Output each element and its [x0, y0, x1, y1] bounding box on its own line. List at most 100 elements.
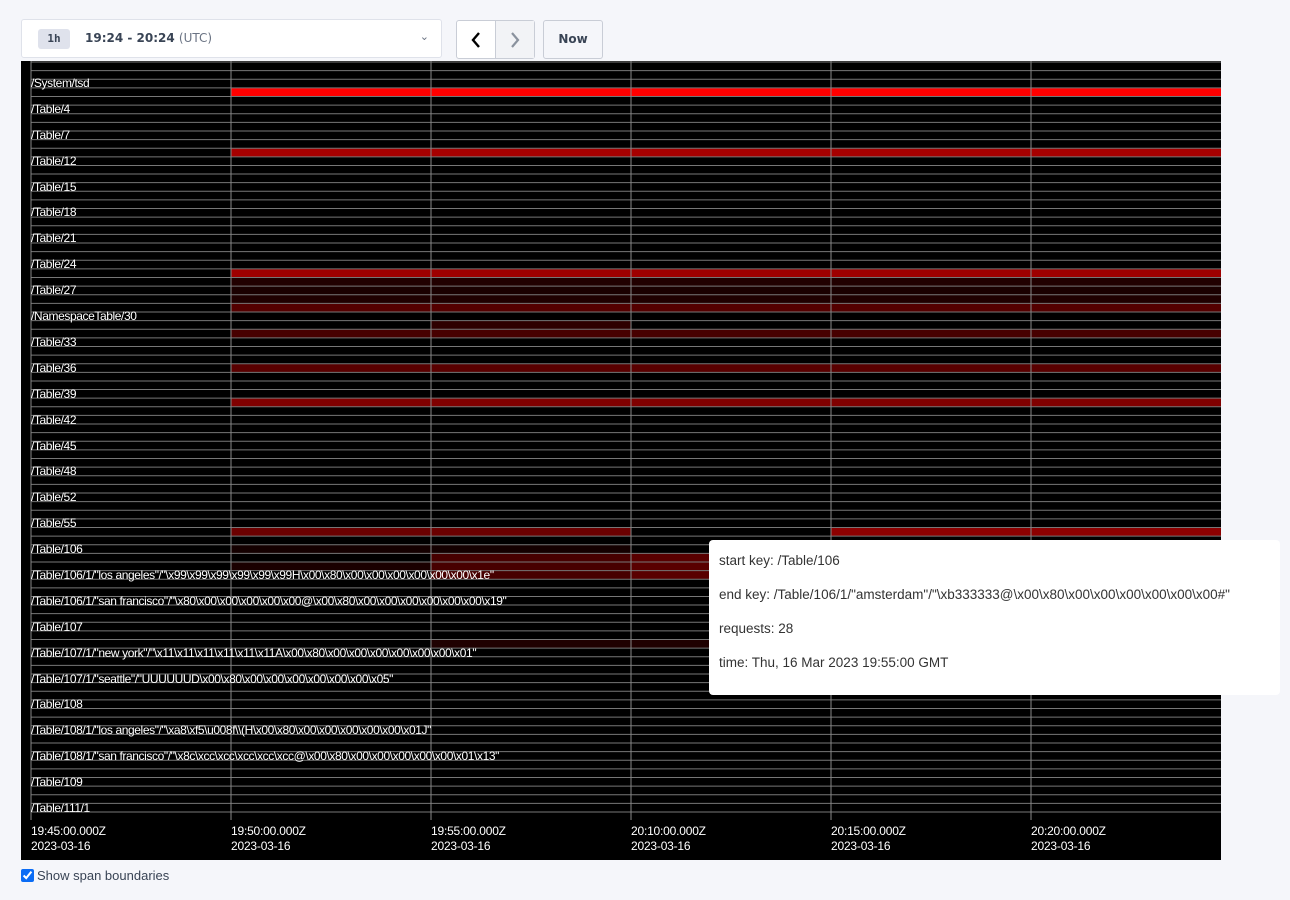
- heat-cell[interactable]: [831, 286, 1031, 295]
- range-timezone: (UTC): [178, 31, 213, 45]
- x-tick-label: 20:10:00.000Z 2023-03-16: [631, 824, 706, 854]
- heat-cell[interactable]: [431, 553, 631, 562]
- heat-cell[interactable]: [431, 398, 631, 407]
- show-span-boundaries-option[interactable]: Show span boundaries: [21, 868, 169, 883]
- x-tick-time: 20:10:00.000Z: [631, 824, 706, 838]
- heat-cell[interactable]: [431, 363, 631, 373]
- y-key-label: /Table/111/1: [31, 801, 90, 815]
- heat-cell[interactable]: [431, 527, 631, 537]
- range-text: 19:24 - 20:24 (UTC): [85, 31, 212, 45]
- x-tick-label: 19:55:00.000Z 2023-03-16: [431, 824, 506, 854]
- next-button[interactable]: [495, 21, 534, 58]
- heat-cell[interactable]: [631, 363, 831, 373]
- heat-cell[interactable]: [831, 87, 1031, 97]
- heat-cell[interactable]: [831, 363, 1031, 373]
- heat-cell[interactable]: [831, 268, 1031, 278]
- y-key-label: /Table/42: [31, 412, 77, 427]
- y-key-label: /Table/107/1/"new york"/"\x11\x11\x11\x1…: [31, 645, 477, 660]
- heat-cell[interactable]: [1031, 303, 1221, 312]
- heat-cell[interactable]: [231, 544, 431, 554]
- heat-cell[interactable]: [631, 398, 831, 407]
- heat-cell[interactable]: [831, 398, 1031, 407]
- heatmap-canvas: [30, 61, 1221, 820]
- y-key-label: /Table/18: [31, 205, 77, 220]
- y-key-label: /Table/45: [31, 438, 77, 453]
- span-tooltip: start key: /Table/106 end key: /Table/10…: [709, 540, 1280, 695]
- heat-cell[interactable]: [831, 277, 1031, 287]
- heat-cell[interactable]: [631, 87, 831, 97]
- key-visualizer-heatmap[interactable]: 19:45:00.000Z 2023-03-16 19:50:00.000Z 2023…: [21, 61, 1221, 860]
- y-key-label: /Table/106/1/"los angeles"/"\x99\x99\x99…: [31, 567, 494, 582]
- show-span-boundaries-checkbox[interactable]: [21, 869, 34, 882]
- heat-cell[interactable]: [431, 148, 631, 157]
- heat-cell[interactable]: [1031, 286, 1221, 295]
- y-key-label: /Table/106/1/"san francisco"/"\x80\x00\x…: [31, 593, 507, 608]
- tooltip-time: time: Thu, 16 Mar 2023 19:55:00 GMT: [719, 655, 949, 670]
- heat-cell[interactable]: [231, 148, 431, 157]
- heat-cell[interactable]: [831, 148, 1031, 157]
- heat-cell[interactable]: [231, 268, 431, 278]
- heat-cell[interactable]: [431, 294, 631, 304]
- heat-cell[interactable]: [431, 268, 631, 278]
- heat-cell[interactable]: [231, 527, 431, 537]
- heat-cell[interactable]: [1031, 329, 1221, 338]
- y-key-label: /Table/55: [31, 516, 77, 531]
- chevron-right-icon: [511, 31, 520, 48]
- heat-cell[interactable]: [631, 294, 831, 304]
- y-key-label: /Table/33: [31, 334, 77, 349]
- tooltip-end-key: end key: /Table/106/1/"amsterdam"/"\xb33…: [719, 587, 1230, 602]
- y-key-label: /NamespaceTable/30: [31, 309, 137, 324]
- x-tick-label: 19:45:00.000Z 2023-03-16: [31, 824, 106, 854]
- heat-cell[interactable]: [431, 277, 631, 287]
- y-key-label: /Table/39: [31, 386, 77, 401]
- heat-cell[interactable]: [431, 286, 631, 295]
- heat-cell[interactable]: [1031, 294, 1221, 304]
- heat-cell[interactable]: [1031, 87, 1221, 97]
- heat-cell[interactable]: [1031, 277, 1221, 287]
- heat-cell[interactable]: [231, 277, 431, 287]
- now-button[interactable]: Now: [543, 20, 603, 59]
- heat-cell[interactable]: [431, 329, 631, 338]
- heat-cell[interactable]: [1031, 398, 1221, 407]
- heat-cell[interactable]: [431, 320, 631, 330]
- time-range-selector[interactable]: 1h 19:24 - 20:24 (UTC) ⌄: [21, 19, 442, 58]
- heat-cell[interactable]: [631, 303, 831, 312]
- heat-cell[interactable]: [431, 570, 631, 580]
- heat-cell[interactable]: [231, 294, 431, 304]
- heat-cell[interactable]: [231, 329, 431, 338]
- heat-cell[interactable]: [831, 329, 1031, 338]
- heat-cell[interactable]: [1031, 148, 1221, 157]
- heat-cell[interactable]: [431, 561, 631, 571]
- y-key-label: /Table/106: [31, 542, 83, 557]
- heat-cell[interactable]: [231, 286, 431, 295]
- heat-cell[interactable]: [631, 148, 831, 157]
- heat-cell[interactable]: [831, 527, 1031, 537]
- heat-cell[interactable]: [431, 639, 631, 649]
- heat-cell[interactable]: [631, 277, 831, 287]
- heat-cell[interactable]: [1031, 527, 1221, 537]
- heat-cell[interactable]: [831, 303, 1031, 312]
- y-key-label: /Table/15: [31, 179, 77, 194]
- range-duration-chip: 1h: [38, 29, 70, 49]
- heat-cell[interactable]: [631, 286, 831, 295]
- x-tick-date: 2023-03-16: [631, 839, 691, 853]
- y-key-label: /Table/36: [31, 360, 77, 375]
- y-key-label: /Table/108/1/"los angeles"/"\xa8\xf5\u00…: [31, 723, 431, 738]
- y-key-label: /Table/107: [31, 619, 83, 634]
- heat-cell[interactable]: [631, 268, 831, 278]
- heat-cell[interactable]: [1031, 363, 1221, 373]
- heat-cell[interactable]: [831, 294, 1031, 304]
- heat-cell[interactable]: [431, 544, 631, 554]
- heat-cell[interactable]: [231, 561, 431, 571]
- heat-cell[interactable]: [631, 329, 831, 338]
- heat-cell[interactable]: [431, 303, 631, 312]
- heat-cell[interactable]: [431, 87, 631, 97]
- x-tick-time: 19:45:00.000Z: [31, 824, 106, 838]
- heat-cell[interactable]: [231, 303, 431, 312]
- heat-cell[interactable]: [231, 398, 431, 407]
- heat-cell[interactable]: [231, 363, 431, 373]
- heat-cell[interactable]: [231, 87, 431, 97]
- previous-button[interactable]: [457, 21, 495, 58]
- heat-cell[interactable]: [1031, 268, 1221, 278]
- y-key-label: /Table/24: [31, 257, 77, 272]
